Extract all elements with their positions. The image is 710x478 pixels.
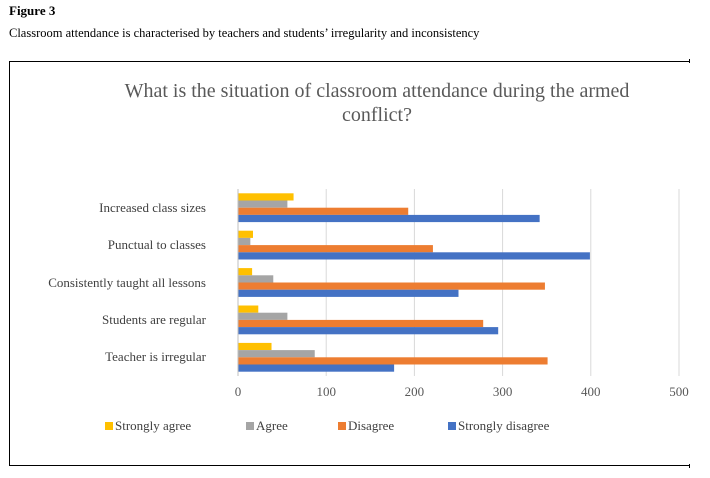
figure-label: Figure 3 (9, 3, 56, 18)
chart-area: What is the situation of classroom atten… (9, 61, 690, 466)
bar-strongly-disagree (238, 289, 459, 297)
x-tick-label: 500 (669, 384, 689, 399)
legend-item: Disagree (338, 418, 394, 434)
bar-agree (238, 312, 288, 320)
category-label: Consistently taught all lessons (48, 274, 206, 290)
category-label: Increased class sizes (99, 199, 206, 215)
x-tick-label: 100 (316, 384, 336, 399)
legend-item: Strongly agree (105, 418, 191, 434)
bar-strongly-agree (238, 305, 259, 313)
frame-corner-tick (689, 59, 690, 63)
x-tick-label: 200 (404, 384, 425, 399)
bar-disagree (238, 319, 484, 328)
bar-disagree (238, 357, 548, 365)
legend-item: Agree (246, 418, 288, 434)
figure-caption: Classroom attendance is characterised by… (9, 26, 480, 40)
category-label: Students are regular (102, 311, 206, 327)
bar-agree (238, 200, 288, 208)
frame-corner-tick (689, 464, 690, 468)
bar-strongly-disagree (238, 364, 395, 372)
bar-strongly-disagree (238, 327, 499, 335)
legend-swatch (246, 422, 254, 430)
legend-swatch (448, 422, 456, 430)
x-tick-label: 0 (234, 384, 242, 399)
bar-strongly-agree (238, 342, 272, 351)
bar-disagree (238, 245, 433, 253)
bar-strongly-agree (238, 230, 253, 238)
legend-swatch (105, 422, 113, 430)
bar-strongly-disagree (238, 252, 590, 260)
legend-item: Strongly disagree (448, 418, 549, 434)
chart-plot (237, 189, 680, 376)
chart-title: What is the situation of classroom atten… (124, 80, 630, 126)
category-label: Teacher is irregular (105, 349, 206, 365)
bar-strongly-agree (238, 193, 294, 201)
legend-label: Agree (256, 418, 288, 433)
bar-agree (238, 275, 274, 283)
legend-label: Strongly agree (115, 418, 192, 433)
bar-disagree (238, 282, 545, 290)
x-tick-label: 400 (581, 384, 601, 399)
category-label: Punctual to classes (107, 237, 206, 253)
legend-swatch (338, 422, 346, 430)
bar-disagree (238, 207, 409, 215)
bar-agree (238, 350, 315, 358)
bar-strongly-disagree (238, 214, 540, 223)
bar-agree (238, 237, 251, 246)
legend-label: Disagree (348, 418, 395, 433)
legend-label: Strongly disagree (458, 418, 550, 433)
bar-strongly-agree (238, 268, 253, 276)
x-tick-label: 300 (492, 384, 513, 399)
